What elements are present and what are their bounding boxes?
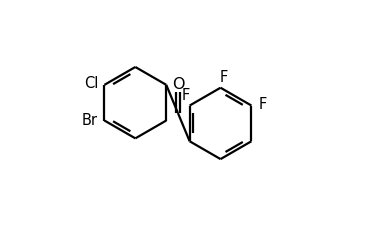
Text: Br: Br [81,113,97,128]
Text: F: F [219,70,227,85]
Text: Cl: Cl [84,76,99,91]
Text: O: O [172,77,184,92]
Text: F: F [259,97,267,112]
Text: F: F [182,88,190,103]
